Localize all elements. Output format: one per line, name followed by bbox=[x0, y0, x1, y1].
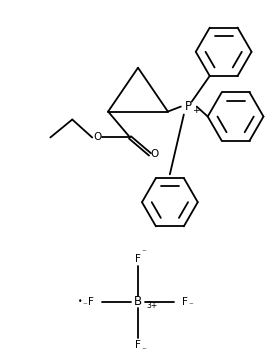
Text: 3+: 3+ bbox=[146, 301, 157, 310]
Text: F: F bbox=[135, 340, 141, 350]
Text: O: O bbox=[93, 132, 101, 142]
Text: ⁻: ⁻ bbox=[142, 346, 146, 355]
Text: B: B bbox=[134, 295, 142, 308]
Text: ⁻: ⁻ bbox=[188, 301, 193, 310]
Text: ⁻: ⁻ bbox=[83, 301, 88, 310]
Text: F: F bbox=[182, 297, 188, 307]
Text: +: + bbox=[192, 106, 199, 115]
Text: P: P bbox=[185, 100, 192, 113]
Text: •: • bbox=[78, 297, 83, 306]
Text: F: F bbox=[88, 297, 94, 307]
Text: F: F bbox=[135, 254, 141, 264]
Text: ⁻: ⁻ bbox=[142, 248, 146, 257]
Text: O: O bbox=[151, 150, 159, 159]
